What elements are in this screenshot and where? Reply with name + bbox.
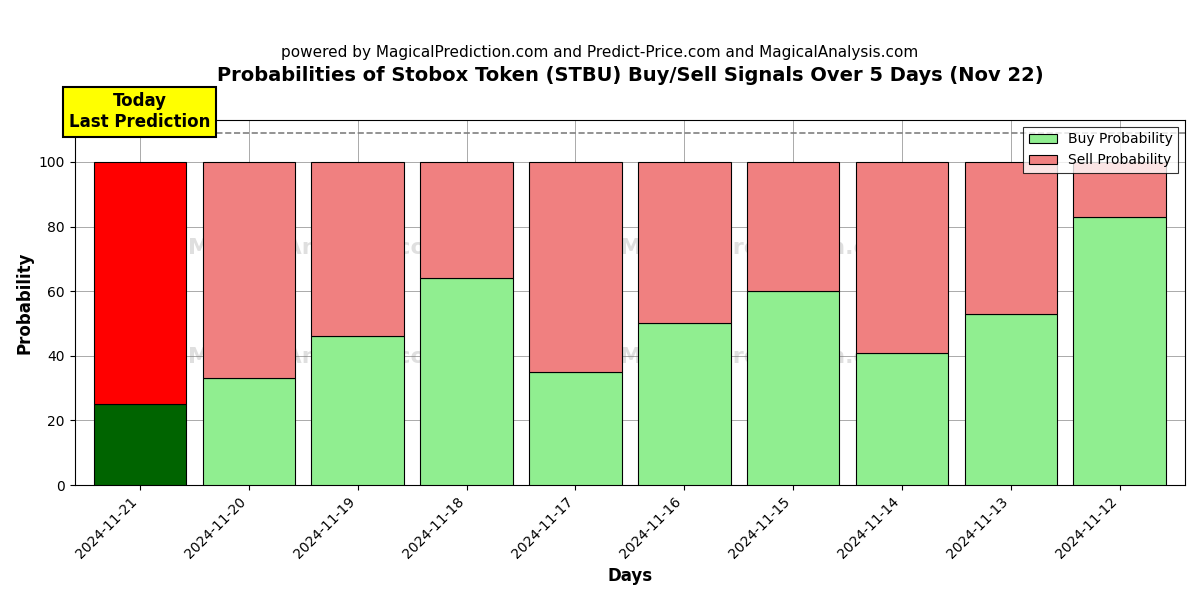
Bar <box>638 323 731 485</box>
Bar <box>638 162 731 323</box>
Legend: Buy Probability, Sell Probability: Buy Probability, Sell Probability <box>1024 127 1178 173</box>
Y-axis label: Probability: Probability <box>16 251 34 354</box>
Text: powered by MagicalPrediction.com and Predict-Price.com and MagicalAnalysis.com: powered by MagicalPrediction.com and Pre… <box>281 45 919 60</box>
Bar <box>94 162 186 404</box>
Bar <box>94 404 186 485</box>
Text: MagicalAnalysis.com: MagicalAnalysis.com <box>188 347 450 367</box>
Bar <box>965 314 1057 485</box>
Bar <box>203 162 295 379</box>
Text: MagicalPrediction.com: MagicalPrediction.com <box>620 347 906 367</box>
Bar <box>203 379 295 485</box>
Bar <box>1074 162 1166 217</box>
Bar <box>746 162 839 291</box>
Title: Probabilities of Stobox Token (STBU) Buy/Sell Signals Over 5 Days (Nov 22): Probabilities of Stobox Token (STBU) Buy… <box>216 66 1043 85</box>
Bar <box>856 162 948 353</box>
Bar <box>312 162 404 337</box>
Bar <box>965 162 1057 314</box>
Bar <box>420 278 512 485</box>
Bar <box>1074 217 1166 485</box>
X-axis label: Days: Days <box>607 567 653 585</box>
Bar <box>746 291 839 485</box>
Bar <box>312 337 404 485</box>
Text: MagicalAnalysis.com: MagicalAnalysis.com <box>188 238 450 258</box>
Text: Today
Last Prediction: Today Last Prediction <box>70 92 211 131</box>
Bar <box>420 162 512 278</box>
Text: MagicalPrediction.com: MagicalPrediction.com <box>620 238 906 258</box>
Bar <box>529 162 622 372</box>
Bar <box>529 372 622 485</box>
Bar <box>856 353 948 485</box>
